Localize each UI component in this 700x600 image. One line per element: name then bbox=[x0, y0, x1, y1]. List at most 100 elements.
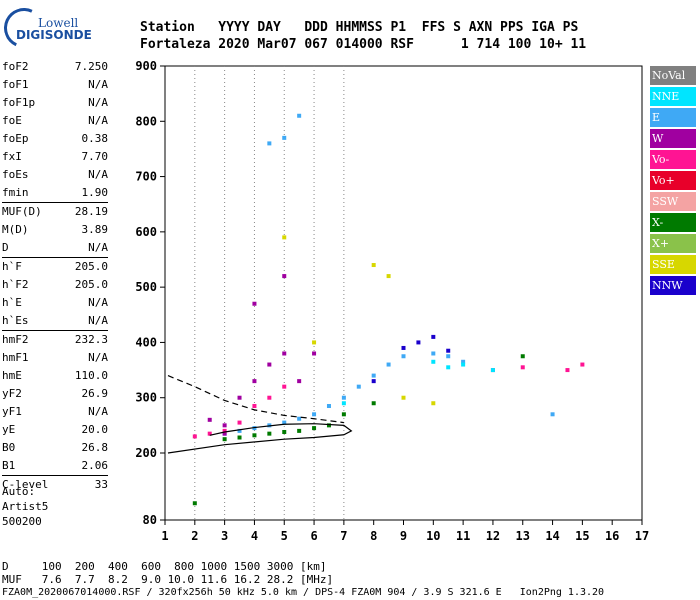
data-point bbox=[461, 362, 466, 367]
data-point bbox=[282, 135, 287, 140]
data-point bbox=[267, 431, 272, 436]
data-point bbox=[297, 416, 302, 421]
legend-item: SSE bbox=[650, 255, 696, 274]
footer-muf-row: MUF 7.6 7.7 8.2 9.0 10.0 11.6 16.2 28.2 … bbox=[2, 573, 334, 586]
y-tick-label: 400 bbox=[135, 335, 157, 349]
legend-item: E bbox=[650, 108, 696, 127]
data-point bbox=[371, 401, 376, 406]
data-point bbox=[341, 395, 346, 400]
param-value: N/A bbox=[88, 241, 108, 254]
param-name: h`Es bbox=[2, 314, 29, 327]
x-tick-label: 7 bbox=[340, 529, 347, 543]
param-value: N/A bbox=[88, 296, 108, 309]
data-point bbox=[580, 362, 585, 367]
data-point bbox=[326, 404, 331, 409]
data-point bbox=[326, 423, 331, 428]
param-value: 7.70 bbox=[81, 150, 109, 163]
data-point bbox=[416, 340, 421, 345]
data-point bbox=[207, 431, 212, 436]
data-point bbox=[341, 412, 346, 417]
legend-item: NNW bbox=[650, 276, 696, 295]
footer-file-info: FZA0M_2020067014000.RSF / 320fx256h 50 k… bbox=[2, 587, 605, 598]
param-value: N/A bbox=[88, 314, 108, 327]
data-point bbox=[252, 404, 257, 409]
legend-item: W bbox=[650, 129, 696, 148]
data-point bbox=[297, 379, 302, 384]
param-name: foEs bbox=[2, 168, 29, 181]
y-tick-label: 800 bbox=[135, 114, 157, 128]
param-value: 28.19 bbox=[74, 205, 108, 218]
legend: NoVal NNE E W Vo- Vo+ SSW X- X+ SSE NNW bbox=[650, 66, 696, 297]
param-name: foEp bbox=[2, 132, 29, 145]
param-name: foE bbox=[2, 114, 22, 127]
data-point bbox=[371, 373, 376, 378]
x-tick-label: 3 bbox=[221, 529, 228, 543]
param-value: N/A bbox=[88, 351, 108, 364]
param-row: D N/A bbox=[2, 239, 108, 257]
y-tick-label: 300 bbox=[135, 391, 157, 405]
param-name: hmF1 bbox=[2, 351, 29, 364]
plot-frame bbox=[164, 65, 643, 521]
data-point bbox=[252, 379, 257, 384]
data-point bbox=[192, 501, 197, 506]
parameter-panel: foF2 7.250 foF1 N/A foF1p N/A foE N/A foEp 0.38 fx… bbox=[2, 58, 108, 494]
param-value: N/A bbox=[88, 96, 108, 109]
legend-item: Vo- bbox=[650, 150, 696, 169]
param-row: h`Es N/A bbox=[2, 312, 108, 330]
param-name: foF1p bbox=[2, 96, 36, 109]
data-point bbox=[341, 401, 346, 406]
x-tick-label: 16 bbox=[605, 529, 619, 543]
data-point bbox=[401, 345, 406, 350]
data-point bbox=[267, 395, 272, 400]
data-point bbox=[237, 428, 242, 433]
data-point bbox=[356, 384, 361, 389]
y-tick-label: 700 bbox=[135, 170, 157, 184]
x-tick-label: 1 bbox=[161, 529, 168, 543]
legend-item: Vo+ bbox=[650, 171, 696, 190]
data-point bbox=[222, 423, 227, 428]
data-point bbox=[282, 429, 287, 434]
param-row: yE 20.0 bbox=[2, 421, 108, 439]
y-tick-label: 200 bbox=[135, 446, 157, 460]
x-tick-label: 11 bbox=[456, 529, 470, 543]
param-separator bbox=[2, 475, 108, 476]
data-point bbox=[222, 437, 227, 442]
data-point bbox=[222, 431, 227, 436]
param-value: 20.0 bbox=[81, 423, 109, 436]
param-name: M(D) bbox=[2, 223, 29, 236]
param-value: 2.06 bbox=[81, 459, 109, 472]
data-point bbox=[282, 384, 287, 389]
param-row: h`F2 205.0 bbox=[2, 276, 108, 294]
param-value: 26.8 bbox=[81, 441, 109, 454]
data-point bbox=[371, 379, 376, 384]
param-row: foF1p N/A bbox=[2, 94, 108, 112]
param-row: foF1 N/A bbox=[2, 76, 108, 94]
param-row: B1 2.06 bbox=[2, 457, 108, 475]
data-point bbox=[207, 417, 212, 422]
param-row: foF2 7.250 bbox=[2, 58, 108, 76]
param-row: yF2 26.9 bbox=[2, 385, 108, 403]
data-point bbox=[371, 263, 376, 268]
param-separator bbox=[2, 202, 108, 203]
param-name: yE bbox=[2, 423, 16, 436]
param-name: hmE bbox=[2, 369, 22, 382]
data-point bbox=[252, 301, 257, 306]
footer-distance-row: D 100 200 400 600 800 1000 1500 3000 [km… bbox=[2, 560, 327, 573]
header-row-labels: Station YYYY DAY DDD HHMMSS P1 FFS S AXN… bbox=[140, 20, 579, 35]
data-point bbox=[312, 351, 317, 356]
data-point bbox=[446, 348, 451, 353]
data-point bbox=[446, 354, 451, 359]
param-name: h`F bbox=[2, 260, 22, 273]
param-name: yF1 bbox=[2, 405, 22, 418]
param-name: fxI bbox=[2, 150, 22, 163]
legend-item: SSW bbox=[650, 192, 696, 211]
data-point bbox=[237, 395, 242, 400]
param-value: 3.89 bbox=[81, 223, 109, 236]
data-point bbox=[565, 368, 570, 373]
dashed-curve bbox=[167, 375, 344, 424]
data-point bbox=[312, 426, 317, 431]
param-value: 0.38 bbox=[81, 132, 109, 145]
param-value: 26.9 bbox=[81, 387, 109, 400]
data-point bbox=[252, 433, 257, 438]
